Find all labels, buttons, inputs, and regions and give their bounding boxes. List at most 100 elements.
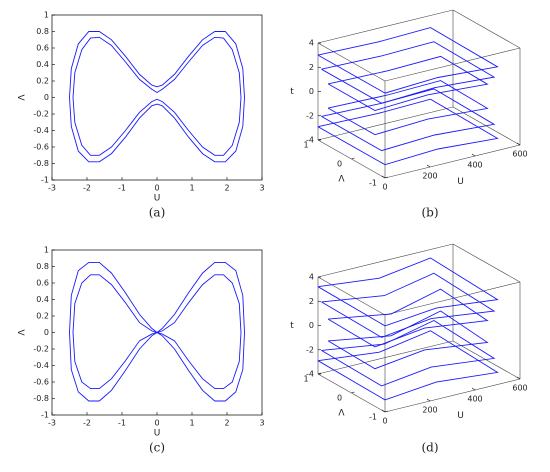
series-line [317,27,499,94]
y-tick-label: -0.2 [33,345,49,354]
x-tick-label: 1 [189,419,194,428]
x-tick-label: 400 [467,161,482,170]
series-line [317,98,499,166]
box-edge [384,281,521,316]
series-line [327,55,489,111]
x-tick-label: -1 [118,184,126,193]
y-tick-label: -1 [41,411,49,420]
series-line [317,257,499,327]
x-tick-label: -3 [48,419,56,428]
z-tick-label: -4 [306,136,314,145]
y-tick-label: 0 [44,328,49,337]
box-edge [384,47,521,82]
y-tick-label: -1 [41,176,49,185]
y-tick-label: 0 [44,93,49,102]
x-tick [426,398,431,402]
x-tick-label: 200 [422,406,437,415]
y-tick [384,176,389,179]
y-tick-label: -0.4 [33,361,49,370]
y-axis-label: Λ [338,409,345,419]
series-line [69,31,245,163]
y-tick-label: 1 [44,246,49,255]
x-tick-label: 2 [224,419,229,428]
x-axis-label: U [154,429,161,439]
box-edge [317,9,454,44]
x-tick-label: 200 [422,172,437,181]
x-tick [471,387,476,391]
y-tick-label: 0.6 [36,279,49,288]
box-edge [317,243,454,278]
plot-frame [51,14,263,181]
y-tick [351,157,355,160]
x-tick-label: -2 [83,419,91,428]
y-tick [351,391,355,394]
y-axis-label: Λ [338,175,345,185]
x-tick-label: 2 [224,184,229,193]
x-axis-label: U [457,177,464,187]
x-tick-label: 0 [382,417,387,426]
y-tick-label: 0.4 [36,60,49,69]
box-edge [452,243,521,283]
z-tick-label: 4 [309,39,314,48]
y-tick-label: -0.8 [33,394,49,403]
y-tick-label: -1 [369,179,377,188]
y-tick-label: 0 [337,160,342,169]
box-edge [384,144,521,179]
caption: (b) [421,206,438,220]
series-line [327,80,489,136]
series-line [321,272,496,338]
y-tick-label: -0.2 [33,110,49,119]
y-tick [384,410,389,413]
x-tick [516,142,521,146]
y-tick-label: -0.6 [33,143,49,152]
y-tick-label: 0.2 [36,312,49,321]
y-tick-label: 0 [337,394,342,403]
x-tick-label: 0 [154,184,159,193]
y-tick-label: 0.8 [36,262,49,271]
series-line [321,319,496,387]
y-tick-label: 1 [303,141,308,150]
series-line [72,36,242,156]
x-tick-label: 0 [154,419,159,428]
caption: (c) [149,441,165,455]
series-line [69,261,245,402]
x-tick-label: -1 [118,419,126,428]
box-edge [452,340,521,380]
box-edge [317,276,386,316]
y-tick-label: 1 [44,11,49,20]
y-tick-label: 0.6 [36,44,49,53]
y-tick-label: -1 [369,413,377,422]
y-tick-label: 0.4 [36,295,49,304]
y-tick-label: -0.6 [33,378,49,387]
x-tick-label: -2 [83,184,91,193]
y-axis-label: Λ [18,329,28,336]
series-line [327,288,489,348]
y-tick-label: -0.4 [33,126,49,135]
z-tick-label: -2 [306,111,314,120]
z-tick-label: 4 [309,273,314,282]
x-tick [471,153,476,157]
z-tick-label: 2 [309,63,314,72]
x-tick-label: 400 [467,395,482,404]
x-tick-label: 0 [382,183,387,192]
box-edge [317,106,454,141]
caption: (d) [421,441,438,455]
y-tick-label: 0.8 [36,27,49,36]
z-axis-label: t [290,87,294,97]
z-tick-label: 0 [309,321,314,330]
x-tick-label: 600 [512,150,527,159]
x-tick [381,175,386,179]
z-tick-label: -4 [306,370,314,379]
x-tick [516,376,521,380]
series-line [327,310,489,370]
caption: (a) [149,206,166,220]
x-tick [426,164,431,168]
x-axis-label: U [154,194,161,204]
y-tick-label: 1 [303,375,308,384]
box-edge [317,42,386,82]
x-tick [381,409,386,413]
x-tick-label: 600 [512,384,527,393]
series-line [72,274,242,390]
box-edge [452,9,521,49]
